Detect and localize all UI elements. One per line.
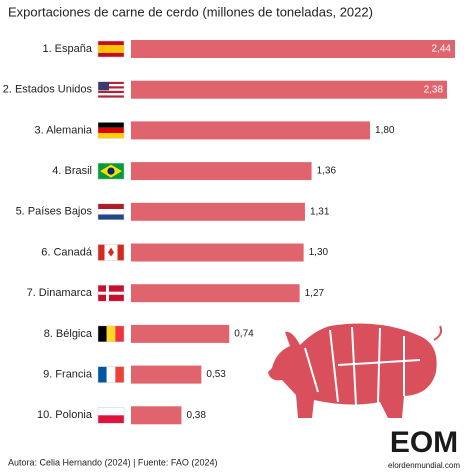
flag-border xyxy=(97,122,125,139)
flag-part xyxy=(107,167,115,175)
flag-part xyxy=(98,133,124,139)
flag xyxy=(97,203,125,221)
flag-part xyxy=(98,407,124,416)
y-tick-label: 1. España xyxy=(42,43,92,55)
flag-part xyxy=(98,366,107,383)
value-label: 1,31 xyxy=(310,206,330,217)
chart-title: Exportaciones de carne de cerdo (millone… xyxy=(8,4,373,19)
value-label: 1,30 xyxy=(309,247,329,258)
y-tick-label: 5. Países Bajos xyxy=(16,206,93,218)
bar xyxy=(131,40,455,58)
flag-part xyxy=(115,366,124,383)
flag-part xyxy=(106,366,116,383)
bar xyxy=(131,406,182,425)
flag-part xyxy=(111,244,118,261)
bar xyxy=(131,365,202,384)
flag xyxy=(97,366,125,383)
flag-part xyxy=(98,95,124,98)
bar xyxy=(131,202,305,221)
flag xyxy=(97,122,125,139)
flag-part xyxy=(98,209,124,215)
flag-part xyxy=(108,247,114,257)
value-label: 2,38 xyxy=(424,84,444,95)
flag-part xyxy=(98,127,124,134)
flag-part xyxy=(98,291,124,295)
y-tick-label: 10. Polonia xyxy=(37,409,93,421)
flag-part xyxy=(98,122,124,128)
flag-border xyxy=(97,325,125,343)
bar xyxy=(131,80,448,99)
flag xyxy=(97,325,125,343)
bar xyxy=(131,324,230,343)
flag-border xyxy=(97,366,125,383)
flag-part xyxy=(98,244,105,261)
flag-part xyxy=(98,325,107,342)
flag xyxy=(97,81,125,98)
flag xyxy=(97,162,125,180)
flag-border xyxy=(97,203,125,221)
value-label: 2,44 xyxy=(432,44,452,55)
flag xyxy=(97,407,125,424)
flag-part xyxy=(106,325,116,342)
flag-border xyxy=(97,40,125,58)
logo: EOM xyxy=(390,426,458,459)
logo-url: elordenmundial.com xyxy=(388,461,460,470)
y-tick-label: 2. Estados Unidos xyxy=(3,84,93,96)
value-label: 1,36 xyxy=(317,166,337,177)
y-tick-label: 8. Bélgica xyxy=(44,328,93,340)
flag xyxy=(97,40,125,58)
flag-border xyxy=(97,284,125,302)
bar xyxy=(131,121,371,140)
flag-part xyxy=(117,244,124,261)
bar xyxy=(131,162,312,181)
value-label: 1,27 xyxy=(305,288,325,299)
flag-border xyxy=(97,407,125,424)
flag xyxy=(97,244,125,261)
flag-border xyxy=(97,81,125,98)
footer: Autora: Celia Hernando (2024) | Fuente: … xyxy=(8,457,217,467)
flag-part xyxy=(98,90,124,94)
y-tick-label: 9. Francia xyxy=(43,369,93,381)
flag-part xyxy=(98,88,124,91)
y-tick-label: 4. Brasil xyxy=(52,165,92,177)
flag-border xyxy=(97,244,125,261)
value-label: 0,53 xyxy=(206,369,226,380)
y-tick-label: 6. Canadá xyxy=(41,246,93,258)
y-tick-label: 3. Alemania xyxy=(35,124,93,136)
flag-part xyxy=(98,81,124,84)
y-tick-label: 7. Dinamarca xyxy=(27,287,93,299)
pig-illustration xyxy=(268,323,443,418)
flag-part xyxy=(98,86,124,89)
flag-part xyxy=(98,83,124,87)
flag xyxy=(97,284,125,302)
flag-part xyxy=(115,325,124,342)
value-label: 1,80 xyxy=(375,125,395,136)
flag-part xyxy=(98,81,109,91)
flag-part xyxy=(98,203,124,210)
flag-part xyxy=(104,244,111,261)
flag-border xyxy=(97,162,125,180)
value-label: 0,38 xyxy=(186,410,206,421)
flag-part xyxy=(98,214,124,220)
bar xyxy=(131,284,300,303)
flag-part xyxy=(98,93,124,96)
value-label: 0,74 xyxy=(234,329,254,340)
flag-part xyxy=(98,45,124,53)
flag-part xyxy=(98,415,124,424)
bar xyxy=(131,243,304,262)
